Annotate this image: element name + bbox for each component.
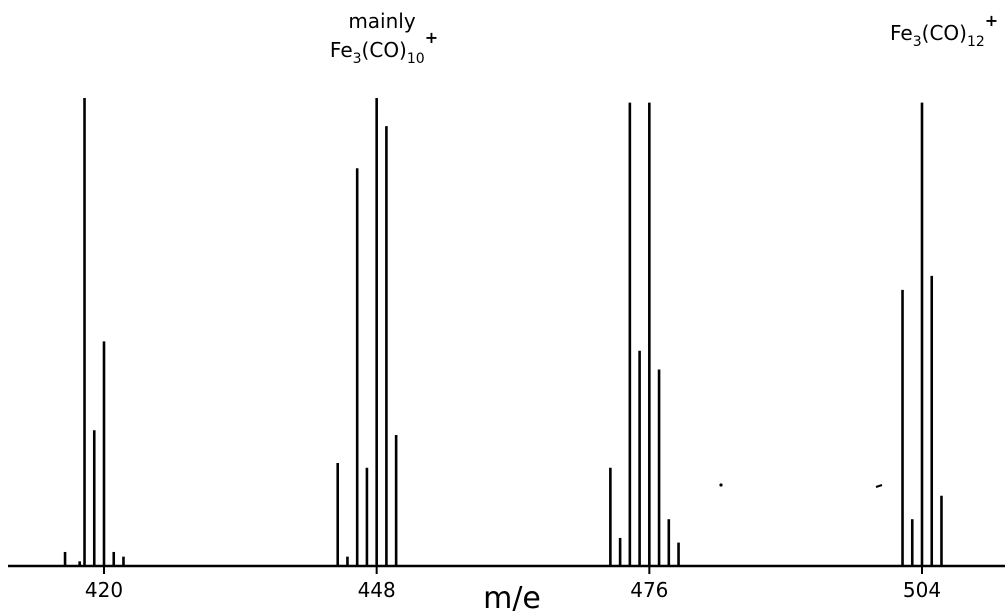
annotation-fe3co10: mainly Fe3(CO)10+ [330, 9, 438, 67]
x-axis-title: m/e [483, 581, 541, 615]
x-tick-label-2: 476 [630, 578, 668, 602]
annotation-fe3co12: Fe3(CO)12+ [890, 11, 998, 50]
x-tick-label-1: 448 [358, 578, 396, 602]
annotation-fe3co12-formula: Fe3(CO)12+ [890, 11, 998, 50]
x-tick-label-3: 504 [903, 578, 941, 602]
peak-bars [63, 98, 943, 566]
x-axis-ticks: 420 448 476 504 [85, 566, 941, 602]
x-tick-label-0: 420 [85, 578, 123, 602]
stray-dot [719, 483, 723, 487]
annotation-fe3co10-formula: Fe3(CO)10+ [330, 28, 438, 67]
stray-dash [875, 484, 883, 488]
annotation-fe3co10-top-line: mainly [348, 9, 416, 33]
